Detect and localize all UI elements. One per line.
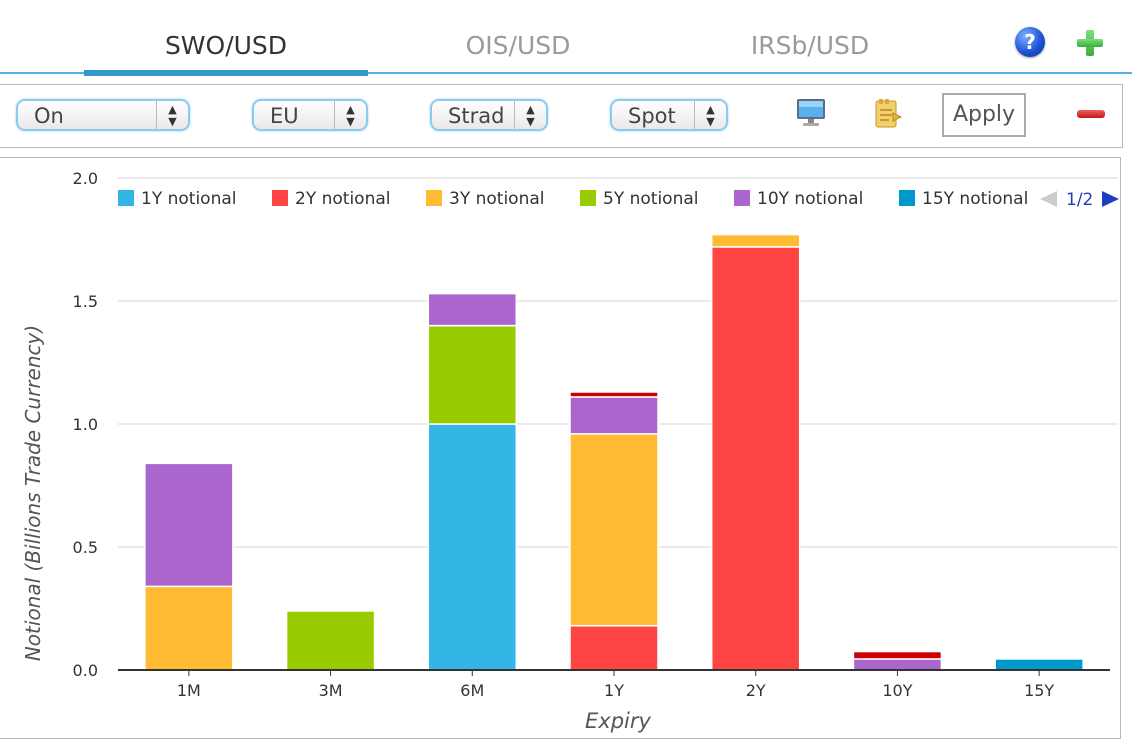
legend-swatch	[580, 190, 596, 206]
bar-segment[interactable]	[569, 433, 659, 627]
tab-divider-line	[0, 72, 1132, 74]
legend-swatch	[734, 190, 750, 206]
legend: 1Y notional 2Y notional 3Y notional 5Y noti…	[118, 189, 1028, 209]
apply-button[interactable]: Apply	[942, 93, 1026, 137]
x-axis-ticks: 1M 3M 6M 1Y 2Y 10Y 15Y	[177, 670, 1054, 700]
y-tick-label: 1.5	[73, 292, 98, 311]
bar-segment[interactable]	[427, 324, 518, 425]
y-tick-label: 2.0	[73, 169, 98, 188]
legend-item[interactable]: 10Y notional	[734, 189, 863, 209]
y-tick-label: 0.0	[73, 661, 98, 680]
legend-item[interactable]: 15Y notional	[899, 189, 1028, 209]
minus-icon[interactable]	[1077, 110, 1105, 118]
tab-ois-usd[interactable]: OIS/USD	[465, 31, 571, 60]
strategy-select[interactable]: Strad ▲ ▼	[430, 99, 548, 131]
active-tab-indicator	[84, 70, 368, 76]
bar-segment[interactable]	[569, 624, 659, 671]
bar-segment[interactable]	[710, 246, 801, 671]
bar-segment[interactable]	[852, 650, 943, 660]
bar-segment[interactable]	[852, 658, 943, 671]
y-axis-title: Notional (Billions Trade Currency)	[21, 325, 45, 661]
bar-segment[interactable]	[144, 462, 234, 588]
plus-icon[interactable]	[1076, 29, 1104, 57]
x-tick-label: 1Y	[604, 681, 624, 700]
stacked-bar-chart: 0.0 0.5 1.0 1.5 2.0 1M 3M 6M 1Y 2Y 10Y 15Y 1Y noti…	[21, 169, 1119, 733]
bar-segment[interactable]	[710, 233, 801, 248]
y-tick-label: 1.0	[73, 415, 98, 434]
legend-next-icon[interactable]	[1102, 191, 1119, 207]
bar-segment[interactable]	[427, 423, 518, 671]
on-select-value: On	[34, 104, 64, 128]
x-axis-title: Expiry	[585, 709, 651, 733]
y-axis-ticks: 0.0 0.5 1.0 1.5 2.0	[73, 169, 98, 680]
bar-segment[interactable]	[569, 391, 659, 398]
legend-page-label: 1/2	[1066, 190, 1093, 210]
notes-icon[interactable]	[873, 97, 903, 129]
select-arrows-icon: ▲ ▼	[694, 101, 726, 129]
legend-item[interactable]: 1Y notional	[118, 189, 236, 209]
bar-segment[interactable]	[569, 396, 659, 435]
x-tick-label: 3M	[319, 681, 343, 700]
help-icon[interactable]: ?	[1015, 27, 1045, 57]
bar-segment[interactable]	[285, 610, 376, 671]
bar-segment[interactable]	[994, 658, 1084, 671]
select-arrows-icon: ▲ ▼	[156, 101, 188, 129]
legend-swatch	[118, 190, 134, 206]
legend-label: 3Y notional	[449, 189, 544, 209]
legend-swatch	[899, 190, 915, 206]
y-tick-label: 0.5	[73, 538, 98, 557]
region-select[interactable]: EU ▲ ▼	[252, 99, 368, 131]
legend-label: 2Y notional	[295, 189, 390, 209]
legend-swatch	[426, 190, 442, 206]
select-arrows-icon: ▲ ▼	[514, 101, 546, 129]
toolbar: On ▲ ▼ EU ▲ ▼ Strad ▲ ▼ Spot ▲ ▼ Apply	[0, 84, 1123, 148]
on-select[interactable]: On ▲ ▼	[16, 99, 190, 131]
bar-segment[interactable]	[144, 585, 234, 671]
legend-swatch	[272, 190, 288, 206]
legend-pager[interactable]: 1/2	[1040, 190, 1119, 210]
x-tick-label: 6M	[460, 681, 484, 700]
bars	[144, 233, 1084, 671]
legend-item[interactable]: 5Y notional	[580, 189, 698, 209]
select-arrows-icon: ▲ ▼	[334, 101, 366, 129]
strategy-select-value: Strad	[448, 104, 505, 128]
bar-segment[interactable]	[427, 292, 518, 327]
legend-item[interactable]: 3Y notional	[426, 189, 544, 209]
region-select-value: EU	[270, 104, 299, 128]
x-tick-label: 2Y	[746, 681, 766, 700]
legend-label: 15Y notional	[922, 189, 1028, 209]
legend-label: 5Y notional	[603, 189, 698, 209]
chart-panel: 0.0 0.5 1.0 1.5 2.0 1M 3M 6M 1Y 2Y 10Y 15Y 1Y noti…	[0, 157, 1121, 739]
monitor-icon[interactable]	[795, 97, 827, 129]
x-tick-label: 10Y	[882, 681, 912, 700]
x-tick-label: 1M	[177, 681, 201, 700]
legend-label: 1Y notional	[141, 189, 236, 209]
spot-select-value: Spot	[628, 104, 676, 128]
tab-irsb-usd[interactable]: IRSb/USD	[750, 31, 870, 60]
legend-item[interactable]: 2Y notional	[272, 189, 390, 209]
spot-select[interactable]: Spot ▲ ▼	[610, 99, 728, 131]
tab-swo-usd[interactable]: SWO/USD	[164, 31, 288, 60]
legend-label: 10Y notional	[757, 189, 863, 209]
tab-bar: SWO/USD OIS/USD IRSb/USD ?	[0, 0, 1132, 76]
legend-prev-icon[interactable]	[1040, 191, 1057, 207]
x-tick-label: 15Y	[1024, 681, 1054, 700]
